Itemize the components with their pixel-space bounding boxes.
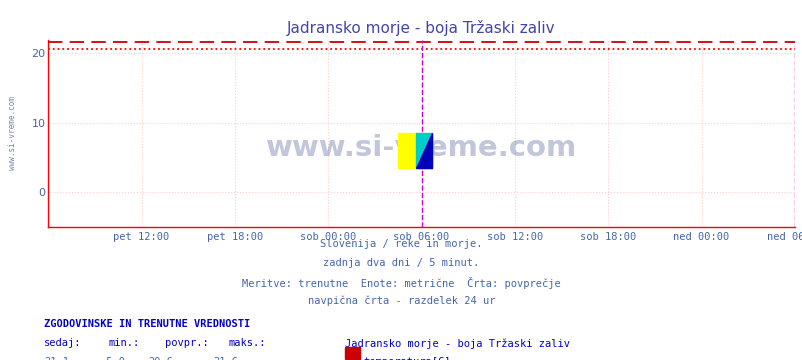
Polygon shape <box>416 133 431 168</box>
Text: temperatura[C]: temperatura[C] <box>363 357 451 360</box>
Text: www.si-vreme.com: www.si-vreme.com <box>8 96 17 170</box>
Bar <box>398 133 416 168</box>
Text: povpr.:: povpr.: <box>164 338 208 348</box>
Text: sedaj:: sedaj: <box>44 338 82 348</box>
Text: min.:: min.: <box>108 338 140 348</box>
Text: navpična črta - razdelek 24 ur: navpična črta - razdelek 24 ur <box>307 296 495 306</box>
Text: ZGODOVINSKE IN TRENUTNE VREDNOSTI: ZGODOVINSKE IN TRENUTNE VREDNOSTI <box>44 319 250 329</box>
Text: -5,0: -5,0 <box>100 357 125 360</box>
Title: Jadransko morje - boja Tržaski zaliv: Jadransko morje - boja Tržaski zaliv <box>287 20 555 36</box>
Text: www.si-vreme.com: www.si-vreme.com <box>265 134 577 162</box>
Text: Jadransko morje - boja Tržaski zaliv: Jadransko morje - boja Tržaski zaliv <box>345 338 569 349</box>
Text: zadnja dva dni / 5 minut.: zadnja dva dni / 5 minut. <box>323 258 479 268</box>
Text: maks.:: maks.: <box>229 338 266 348</box>
Text: Meritve: trenutne  Enote: metrične  Črta: povprečje: Meritve: trenutne Enote: metrične Črta: … <box>242 277 560 289</box>
Text: Slovenija / reke in morje.: Slovenija / reke in morje. <box>320 239 482 249</box>
Text: 21,1: 21,1 <box>44 357 69 360</box>
Bar <box>416 133 431 168</box>
Text: 20,6: 20,6 <box>148 357 173 360</box>
Text: 21,6: 21,6 <box>213 357 237 360</box>
